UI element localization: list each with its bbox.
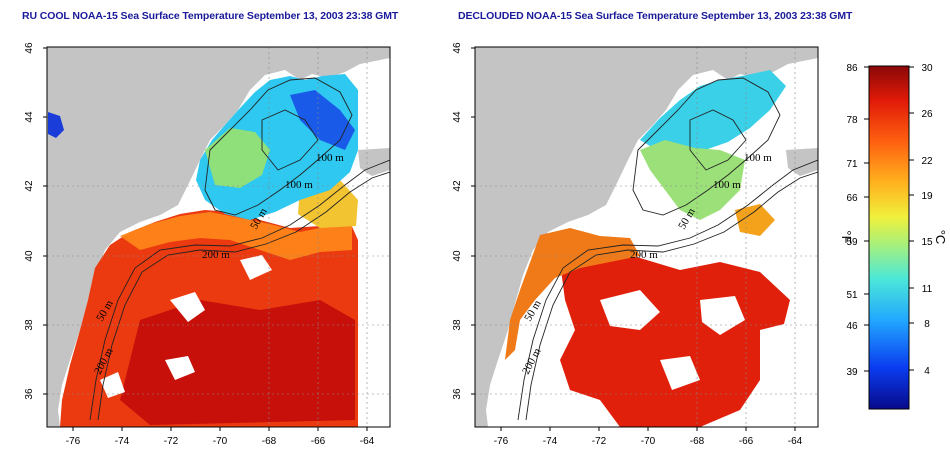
celsius-tick: 30 [921,63,933,74]
fahrenheit-tick: 66 [846,193,858,204]
right-lon-tick: -66 [739,436,754,447]
left-blue-spot [48,112,64,138]
right-lat-labels: 36 38 40 42 44 46 [452,42,463,400]
fahrenheit-unit-label: °F [839,230,854,243]
fahrenheit-tick: 71 [846,159,858,170]
left-lon-tick: -76 [66,436,81,447]
left-lat-labels: 36 38 40 42 44 46 [24,42,35,400]
celsius-tick: 4 [924,366,930,377]
left-contour-label-200m-east: 200 m [202,249,230,261]
right-lon-labels: -76 -74 -72 -70 -68 -66 -64 [494,436,803,447]
left-lon-tick: -74 [115,436,130,447]
left-lat-tick: 36 [24,388,35,400]
left-lon-labels: -76 -74 -72 -70 -68 -66 -64 [66,436,375,447]
left-lon-tick: -66 [311,436,326,447]
right-map-frame [474,46,819,428]
fahrenheit-tick: 39 [846,367,858,378]
right-lat-tick: 46 [452,42,463,54]
left-deep-blue [290,90,355,150]
left-map-panel: 100 m 100 m 50 m 200 m 50 m 200 m -76 -7… [24,42,391,447]
right-map-panel: 100 m 100 m 50 m 200 m 50 m 200 m -76 -7… [452,42,819,447]
celsius-tick: 22 [921,156,933,167]
fahrenheit-tick: 46 [846,321,858,332]
left-lat-tick: 46 [24,42,35,54]
left-land-east [358,148,390,176]
right-lon-tick: -68 [690,436,705,447]
celsius-tick: 19 [921,191,933,202]
right-grid [475,47,818,427]
colorbar-gradient [868,65,910,410]
right-lon-tick: -74 [543,436,558,447]
celsius-tick: 11 [922,284,933,295]
right-lon-tick: -72 [592,436,607,447]
left-map-title: RU COOL NOAA-15 Sea Surface Temperature … [22,10,399,22]
right-lat-tick: 36 [452,388,463,400]
right-shelf-water [640,70,786,155]
left-axis-ticks [43,47,368,431]
right-orange-patch [735,204,775,236]
right-contours [517,77,818,421]
right-contour-label-100m-mid: 100 m [713,179,741,191]
right-contour-label-100m-north: 100 m [744,152,772,164]
fahrenheit-tick: 51 [846,290,858,301]
left-hot-patch [120,300,355,425]
left-green-water [205,128,270,188]
right-lat-tick: 38 [452,319,463,331]
left-lat-tick: 40 [24,250,35,262]
left-map-frame [46,46,391,428]
colorbar: 86 78 71 66 59 51 46 39 30 26 22 19 15 1… [839,63,948,410]
left-contour-label-100m-north: 100 m [316,152,344,164]
right-lat-tick: 44 [452,111,463,123]
right-warm-water [560,250,790,427]
left-lat-tick: 42 [24,180,35,192]
left-land [47,47,390,427]
right-land [475,47,818,427]
left-lon-tick: -68 [262,436,277,447]
right-land-east [786,148,818,176]
left-lat-tick: 44 [24,111,35,123]
fahrenheit-tick: 59 [846,237,858,248]
colorbar-fahrenheit-labels: 86 78 71 66 59 51 46 39 [846,63,858,378]
fahrenheit-tick: 78 [846,115,858,126]
right-orange-water [505,228,640,360]
left-lon-tick: -64 [360,436,375,447]
celsius-tick: 26 [921,109,933,120]
right-map-title: DECLOUDED NOAA-15 Sea Surface Temperatur… [458,10,853,22]
right-contour-label-200m-east: 200 m [630,249,658,261]
left-lon-tick: -72 [164,436,179,447]
fahrenheit-tick: 86 [846,63,858,74]
colorbar-celsius-labels: 30 26 22 19 15 11 8 4 [921,63,933,377]
right-axis-ticks [471,47,796,431]
left-grid [47,47,390,427]
celsius-tick: 8 [924,319,930,330]
left-orange-band [120,212,352,260]
right-lon-tick: -76 [494,436,509,447]
colorbar-ticks [864,66,914,372]
right-lat-tick: 40 [452,250,463,262]
left-lon-tick: -70 [213,436,228,447]
right-lat-tick: 42 [452,180,463,192]
left-contour-label-100m-mid: 100 m [285,179,313,191]
left-cloud [100,255,272,398]
celsius-tick: 15 [921,237,933,248]
right-lon-tick: -64 [788,436,803,447]
right-green-water [640,140,745,220]
left-lat-tick: 38 [24,319,35,331]
right-lon-tick: -70 [641,436,656,447]
celsius-unit-label: °C [933,230,948,245]
right-cloud-mask [560,290,800,427]
left-contours [89,77,390,421]
